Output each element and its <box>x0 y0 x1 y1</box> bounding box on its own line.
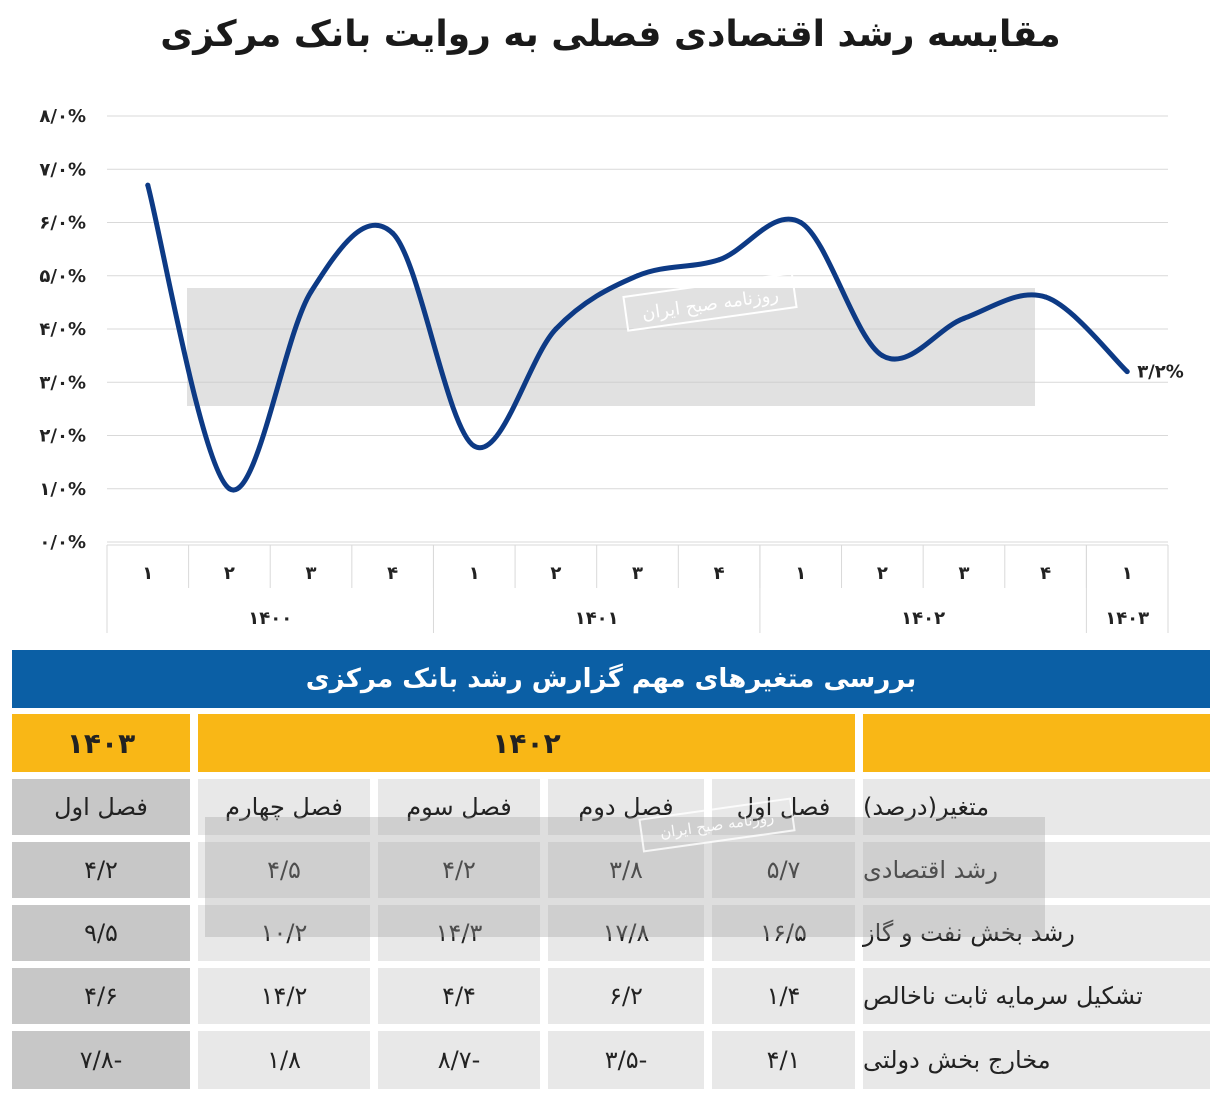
year-label: ۱۴۰۳ <box>1105 608 1149 629</box>
watermark: روزنامه صبح ایران <box>187 272 1035 406</box>
x-tick-label: ۴ <box>714 563 725 584</box>
chart-title: مقایسه رشد اقتصادی فصلی به روایت بانک مر… <box>160 14 1061 55</box>
x-tick-label: ۲ <box>550 563 561 584</box>
table-cell: ۳/۸ <box>548 842 704 898</box>
header-q3: فصل سوم <box>378 779 540 835</box>
data-point <box>471 443 477 449</box>
table-cell: ۱/۴ <box>712 968 855 1024</box>
data-point <box>1043 294 1049 300</box>
watermark-band <box>187 288 1035 406</box>
series-line <box>145 182 1130 493</box>
x-tick-label: ۱ <box>795 563 806 584</box>
x-tick-label: ۳ <box>306 563 317 584</box>
table-cell: ۱/۸ <box>198 1031 370 1089</box>
table-cell: -۷/۸ <box>12 1031 190 1089</box>
y-tick-label: ۶/۰% <box>39 213 86 234</box>
data-point <box>553 326 559 332</box>
y-tick-label: ۳/۰% <box>39 372 86 393</box>
data-point <box>961 315 967 321</box>
header-variable: متغیر(درصد) <box>863 779 1210 835</box>
row-label: رشد بخش نفت و گاز <box>863 905 1210 961</box>
x-tick-label: ۱ <box>469 563 480 584</box>
x-tick-label: ۴ <box>387 563 398 584</box>
data-point <box>226 486 232 492</box>
header-q1-1403: فصل اول <box>12 779 190 835</box>
y-tick-label: ۸/۰% <box>39 106 86 127</box>
y-tick-label: ۰/۰% <box>39 532 86 553</box>
variable-header-blank <box>863 714 1210 772</box>
header-q1: فصل اول <box>712 779 855 835</box>
table-cell: ۱۴/۳ <box>378 905 540 961</box>
row-label: تشکیل سرمایه ثابت ناخالص <box>863 968 1210 1024</box>
y-tick-label: ۷/۰% <box>39 159 86 180</box>
line-chart: روزنامه صبح ایران ۰/۰% ۱/۰% ۲/۰% ۳/۰% ۴/۰% ۵/… <box>39 106 1184 633</box>
table-cell: ۴/۴ <box>378 968 540 1024</box>
y-tick-label: ۲/۰% <box>39 426 86 447</box>
table-cell: ۴/۱ <box>712 1031 855 1089</box>
data-point <box>635 273 640 279</box>
table-cell: ۶/۲ <box>548 968 704 1024</box>
x-tick-label: ۲ <box>877 563 888 584</box>
data-point <box>390 230 396 236</box>
table-cell: ۴/۶ <box>12 968 190 1024</box>
table-cell: ۴/۲ <box>378 842 540 898</box>
table-cell: ۴/۲ <box>12 842 190 898</box>
data-point <box>1124 369 1130 375</box>
data-point <box>716 257 722 263</box>
x-tick-label: ۲ <box>224 563 235 584</box>
year-label: ۱۴۰۱ <box>575 608 619 629</box>
row-label: مخارج بخش دولتی <box>863 1031 1210 1089</box>
watermark-stamp <box>622 272 798 332</box>
year-label: ۱۴۰۰ <box>248 608 292 629</box>
table-cell: -۳/۵ <box>548 1031 704 1089</box>
x-tick-label: ۴ <box>1040 563 1051 584</box>
y-tick-label: ۱/۰% <box>39 479 86 500</box>
data-point <box>879 353 885 359</box>
table-cell: ۱۰/۲ <box>198 905 370 961</box>
y-tick-label: ۵/۰% <box>39 266 86 287</box>
x-tick-label: ۱ <box>1122 563 1133 584</box>
year-1402-header: ۱۴۰۲ <box>198 714 855 772</box>
x-tick-label: ۱ <box>142 563 153 584</box>
table-cell: ۱۷/۸ <box>548 905 704 961</box>
end-value-label: ۳/۲% <box>1137 362 1184 383</box>
table-banner: بررسی متغیرهای مهم گزارش رشد بانک مرکزی <box>12 650 1210 708</box>
y-tick-label: ۴/۰% <box>39 319 86 340</box>
x-tick-label: ۳ <box>958 563 969 584</box>
data-point <box>145 182 151 188</box>
data-point <box>308 289 314 295</box>
table-cell: ۱۴/۲ <box>198 968 370 1024</box>
data-point <box>798 220 804 225</box>
year-label: ۱۴۰۲ <box>901 608 945 629</box>
header-q4: فصل چهارم <box>198 779 370 835</box>
row-label: رشد اقتصادی <box>863 842 1210 898</box>
table-cell: -۸/۷ <box>378 1031 540 1089</box>
table-cell: ۱۶/۵ <box>712 905 855 961</box>
table-cell: ۴/۵ <box>198 842 370 898</box>
x-tick-label: ۳ <box>632 563 643 584</box>
table-cell: ۵/۷ <box>712 842 855 898</box>
table-cell: ۹/۵ <box>12 905 190 961</box>
header-q2: فصل دوم <box>548 779 704 835</box>
year-1403-header: ۱۴۰۳ <box>12 714 190 772</box>
